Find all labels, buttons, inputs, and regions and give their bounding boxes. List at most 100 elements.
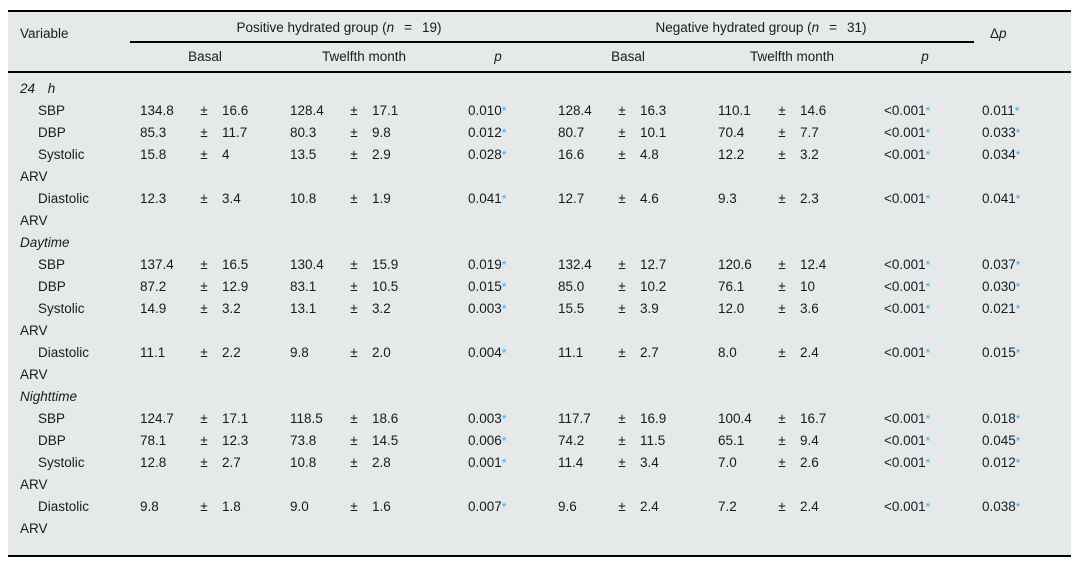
sd-value: 4.6 [640, 191, 659, 206]
mean-value: 87.2 [140, 279, 167, 294]
plus-minus-sign: ± [350, 191, 358, 206]
plus-minus-sign: ± [778, 433, 786, 448]
sd-value: 2.7 [640, 345, 659, 360]
p-value-cell: <0.001* [876, 144, 974, 166]
p-value-cell: <0.001* [876, 452, 974, 474]
row-label-line: DBP [38, 433, 66, 448]
sd-value: 2.3 [800, 191, 819, 206]
p-value-cell: 0.012* [448, 122, 548, 144]
p-value: 0.001 [468, 455, 502, 470]
mean-sd-cell: 12.3 ±3.4 [130, 188, 280, 210]
sd-value: 4.8 [640, 147, 659, 162]
mean-sd-cell: 14.9 ±3.2 [130, 298, 280, 320]
row-label-line: ARV [20, 213, 48, 228]
significance-star: * [1015, 434, 1021, 448]
row-label: Diastolic ARV [8, 342, 130, 386]
significance-star: * [1015, 148, 1021, 162]
mean-sd-cell: 74.2 ±11.5 [548, 430, 708, 452]
sd-value: 16.3 [640, 103, 667, 118]
delta-p-value: 0.041 [982, 191, 1016, 206]
p-value-cell: <0.001* [876, 430, 974, 452]
significance-star: * [1014, 104, 1020, 118]
section-label: Daytime [20, 235, 70, 250]
plus-minus-sign: ± [778, 411, 786, 426]
mean-value: 117.7 [558, 411, 591, 426]
mean-value: 83.1 [290, 279, 317, 294]
mean-sd-cell: 12.2 ±3.2 [708, 144, 876, 166]
delta-p-cell: 0.037* [974, 254, 1071, 276]
mean-sd-cell: 117.7 ±16.9 [548, 408, 708, 430]
p-value-cell: <0.001* [876, 188, 974, 210]
mean-sd-cell: 12.8 ±2.7 [130, 452, 280, 474]
mean-sd-cell: 9.8 ±1.8 [130, 496, 280, 518]
p-value-cell: <0.001* [876, 254, 974, 276]
sd-value: 3.4 [222, 191, 241, 206]
sd-value: 10.1 [640, 125, 667, 140]
mean-sd-cell: 134.8 ±16.6 [130, 100, 280, 122]
positive-group-label: Positive hydrated group ( [236, 20, 387, 35]
mean-sd-cell: 124.7 ±17.1 [130, 408, 280, 430]
p-value: <0.001 [884, 499, 926, 514]
sd-value: 3.4 [640, 455, 659, 470]
mean-sd-cell: 13.1 ±3.2 [280, 298, 448, 320]
table-row: Diastolic ARV 12.3 ±3.4 10.8 ±1.9 0.041* 12.7 ±4… [8, 188, 1071, 232]
plus-minus-sign: ± [618, 411, 626, 426]
p-value: 0.004 [468, 345, 502, 360]
column-header-basal-negative: Basal [611, 49, 645, 64]
sd-value: 2.4 [640, 499, 659, 514]
significance-star: * [1015, 258, 1021, 272]
p-value: 0.006 [468, 433, 502, 448]
significance-star: * [501, 258, 507, 272]
mean-value: 80.7 [558, 125, 585, 140]
mean-value: 128.4 [290, 103, 324, 118]
row-label-line: SBP [38, 411, 66, 426]
delta-p-cell: 0.038* [974, 496, 1071, 518]
mean-value: 74.2 [558, 433, 585, 448]
mean-sd-cell: 7.2 ±2.4 [708, 496, 876, 518]
mean-sd-cell: 16.6 ±4.8 [548, 144, 708, 166]
p-value-cell: 0.019* [448, 254, 548, 276]
section-row: 24 h [8, 78, 1071, 100]
sd-value: 14.5 [372, 433, 399, 448]
plus-minus-sign: ± [778, 147, 786, 162]
significance-star: * [1015, 280, 1021, 294]
mean-sd-cell: 128.4 ±16.3 [548, 100, 708, 122]
sd-value: 17.1 [222, 411, 249, 426]
mean-value: 13.5 [290, 147, 317, 162]
negative-group-n: 31) [846, 20, 867, 35]
p-value: 0.019 [468, 257, 502, 272]
section-row: Daytime [8, 232, 1071, 254]
plus-minus-sign: ± [200, 257, 208, 272]
column-header-delta-p: Δp [974, 22, 1071, 43]
n-symbol: n [386, 20, 395, 35]
mean-value: 11.1 [140, 345, 166, 360]
plus-minus-sign: ± [350, 345, 358, 360]
p-value-cell: 0.041* [448, 188, 548, 210]
delta-p-ital: p [999, 26, 1007, 41]
table-row: Diastolic ARV 9.8 ±1.8 9.0 ±1.6 0.007* 9.6 ±2.4 7… [8, 496, 1071, 540]
sd-value: 10.5 [372, 279, 399, 294]
mean-value: 137.4 [140, 257, 174, 272]
sd-value: 15.9 [372, 257, 399, 272]
sd-value: 3.9 [640, 301, 659, 316]
row-label: Systolic ARV [8, 298, 130, 342]
mean-sd-cell: 12.7 ±4.6 [548, 188, 708, 210]
mean-sd-cell: 15.8 ±4 [130, 144, 280, 166]
sd-value: 16.5 [222, 257, 249, 272]
p-value-cell: 0.007* [448, 496, 548, 518]
plus-minus-sign: ± [200, 433, 208, 448]
mean-value: 134.8 [140, 103, 174, 118]
significance-star: * [925, 126, 931, 140]
mean-value: 8.0 [718, 345, 737, 360]
sd-value: 12.4 [800, 257, 827, 272]
mean-value: 128.4 [558, 103, 592, 118]
delta-p-value: 0.033 [982, 125, 1016, 140]
sd-value: 2.7 [222, 455, 241, 470]
significance-star: * [1015, 126, 1021, 140]
significance-star: * [925, 192, 931, 206]
sd-value: 4 [222, 147, 230, 162]
mean-value: 65.1 [718, 433, 745, 448]
significance-star: * [925, 104, 931, 118]
plus-minus-sign: ± [200, 279, 208, 294]
